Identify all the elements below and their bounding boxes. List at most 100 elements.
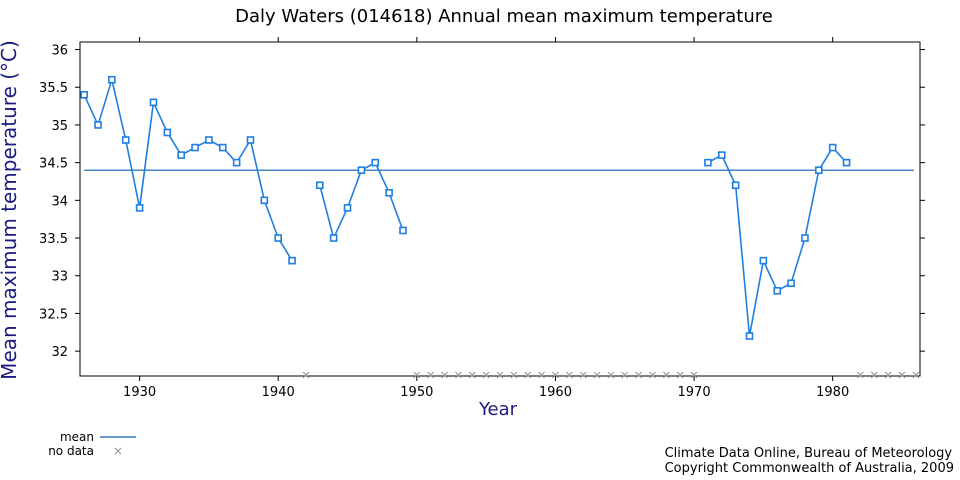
data-point (94, 121, 102, 129)
no-data-stroke (455, 371, 462, 379)
data-point (399, 226, 407, 235)
no-data-stroke (579, 371, 587, 379)
data-point (191, 143, 199, 152)
no-data-stroke (413, 371, 421, 379)
no-data-stroke (884, 371, 892, 379)
no-data-stroke (649, 371, 656, 379)
no-data-marker (496, 371, 504, 379)
no-data-marker (413, 371, 421, 379)
chart-title: Daly Waters (014618) Annual mean maximum… (235, 6, 773, 27)
data-point (815, 166, 823, 174)
y-tick-label: 34 (51, 194, 68, 209)
no-data-stroke (427, 371, 435, 379)
data-point (121, 136, 130, 144)
no-data-stroke (441, 371, 448, 379)
no-data-stroke (552, 371, 559, 379)
no-data-marker (565, 371, 573, 379)
y-tick-label: 33 (51, 270, 68, 285)
no-data-stroke (676, 371, 684, 379)
data-point (787, 279, 795, 288)
y-tick-label: 36 (51, 44, 68, 59)
data-point (246, 136, 255, 144)
no-data-marker (302, 371, 310, 379)
data-point (828, 143, 837, 152)
data-point (316, 181, 324, 190)
no-data-stroke (857, 371, 864, 379)
no-data-marker (468, 371, 476, 379)
data-point (357, 166, 366, 174)
data-point (80, 90, 88, 99)
y-tick-label: 32.5 (39, 307, 68, 322)
no-data-marker (857, 371, 864, 379)
no-data-stroke (662, 371, 670, 379)
plot-area (79, 41, 921, 377)
no-data-markers (302, 371, 920, 379)
no-data-marker (649, 371, 656, 379)
data-point (205, 136, 213, 144)
no-data-stroke (870, 371, 878, 379)
no-data-stroke (482, 371, 490, 379)
no-data-stroke (621, 371, 629, 379)
y-tick-label: 35 (51, 119, 68, 134)
no-data-marker (690, 371, 698, 379)
no-data-marker (524, 371, 532, 379)
no-data-marker (510, 371, 518, 379)
no-data-stroke (898, 371, 906, 379)
legend-no-data-label: no data (48, 444, 94, 458)
no-data-marker (538, 371, 545, 379)
data-point (163, 128, 172, 137)
credit-line-2: Copyright Commonwealth of Australia, 200… (664, 461, 954, 476)
y-axis: 32 32.5 33 33.5 34 34.5 35 35.5 36 (39, 44, 925, 360)
x-tick-label: 1980 (816, 385, 849, 400)
no-data-marker (870, 371, 878, 379)
credit-line-1: Climate Data Online, Bureau of Meteorolo… (664, 446, 953, 461)
series-lines (83, 76, 848, 337)
no-data-stroke (510, 371, 518, 379)
data-point (232, 158, 241, 167)
legend-mean-label: mean (60, 430, 94, 444)
x-tick-label: 1950 (400, 385, 433, 400)
no-data-stroke (565, 371, 573, 379)
data-point (329, 234, 338, 242)
x-tick-label: 1970 (678, 385, 711, 400)
no-data-marker (676, 371, 684, 379)
data-point (731, 181, 740, 190)
data-point (218, 143, 227, 152)
no-data-stroke (538, 371, 545, 379)
x-tick-label: 1960 (539, 385, 572, 400)
series-line-segment (83, 76, 293, 262)
data-point (717, 151, 726, 159)
no-data-stroke (607, 371, 615, 379)
no-data-stroke (635, 371, 642, 379)
no-data-marker (621, 371, 629, 379)
no-data-marker (441, 371, 448, 379)
credits: Climate Data Online, Bureau of Meteorolo… (665, 446, 954, 476)
legend: mean no data (48, 430, 136, 458)
data-point (108, 75, 116, 84)
data-point (704, 158, 712, 167)
legend-no-data-swatch (114, 447, 122, 455)
x-tick-label: 1940 (262, 385, 295, 400)
y-tick-label: 35.5 (39, 81, 68, 96)
no-data-stroke (302, 371, 310, 379)
y-axis-label: Mean maximum temperature (°C) (0, 40, 21, 380)
data-point (371, 158, 380, 167)
x-tick-label: 1930 (123, 385, 156, 400)
data-point (745, 332, 754, 340)
data-point (759, 256, 768, 265)
no-data-stroke (468, 371, 476, 379)
data-point (274, 234, 283, 242)
no-data-stroke (524, 371, 532, 379)
no-data-marker (884, 371, 892, 379)
no-data-marker (662, 371, 670, 379)
no-data-marker (579, 371, 587, 379)
legend-no-data-cross (114, 447, 122, 455)
y-tick-label: 33.5 (39, 232, 68, 247)
no-data-marker (635, 371, 642, 379)
series-line-segment (707, 146, 848, 337)
data-point (260, 196, 269, 205)
x-axis-label: Year (478, 399, 518, 420)
data-point (801, 234, 809, 242)
no-data-marker (427, 371, 435, 379)
